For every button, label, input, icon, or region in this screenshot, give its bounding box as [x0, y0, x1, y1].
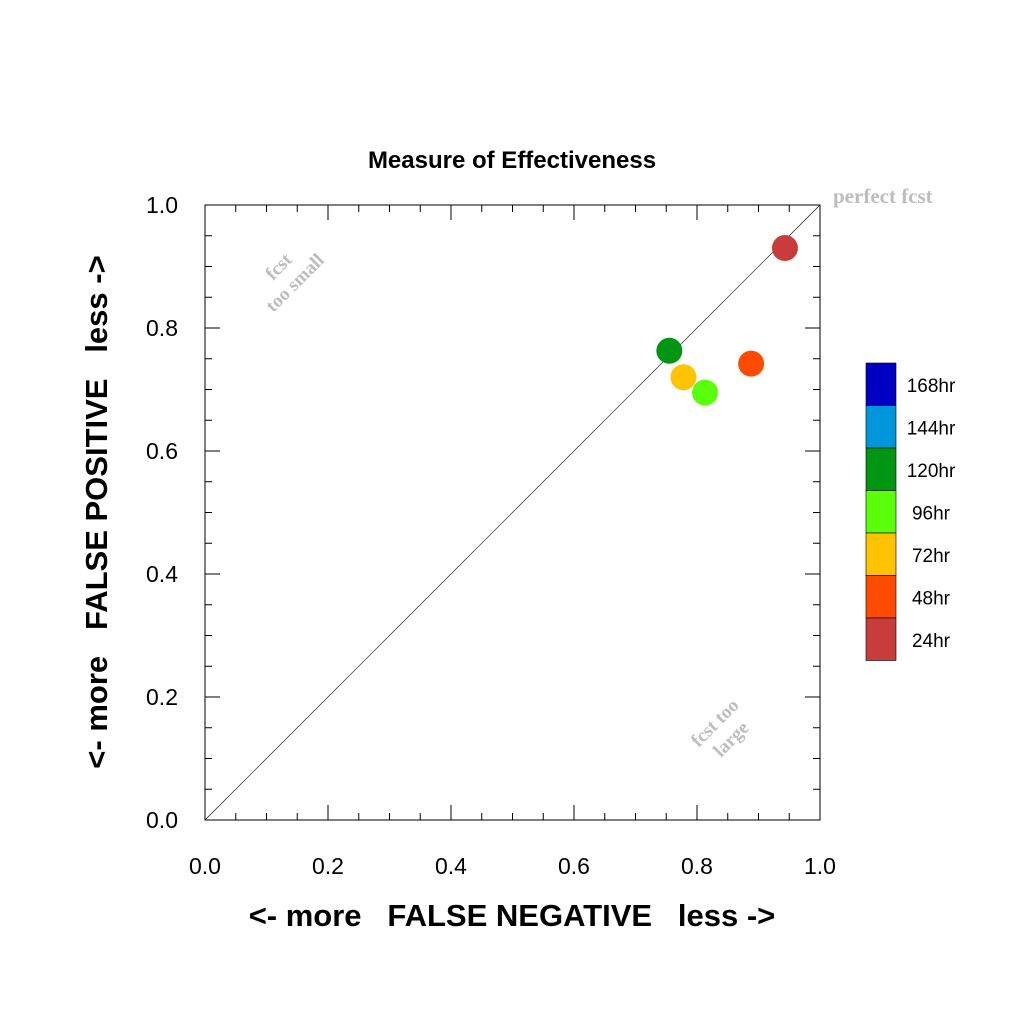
x-tick-label: 0.6 — [558, 853, 590, 879]
point-96hr — [691, 379, 718, 406]
data-points — [656, 235, 798, 406]
legend-swatch-72hr — [865, 532, 897, 576]
legend-swatch-48hr — [865, 575, 897, 619]
chart-title: Measure of Effectiveness — [368, 147, 656, 174]
legend-swatch-120hr — [865, 447, 897, 491]
tick-labels: 0.0 0.2 0.4 0.6 0.8 1.0 0.0 0.2 0.4 0.6 0.8 1.0 — [146, 192, 836, 879]
legend: 168hr 144hr 120hr 96hr 72hr 48hr 24hr — [865, 362, 956, 661]
annotation-perfect-fcst: perfect fcst — [833, 184, 933, 208]
annotation-fcst-too-small: fcst too small — [262, 249, 329, 317]
x-tick-label: 0.2 — [312, 853, 344, 879]
tick-marks — [204, 204, 821, 821]
legend-label: 24hr — [912, 631, 951, 652]
point-48hr — [738, 350, 765, 377]
point-120hr — [656, 337, 683, 364]
y-tick-label: 0.4 — [146, 561, 178, 587]
y-axis-label: <- more FALSE POSITIVE less -> — [79, 255, 114, 768]
y-tick-label: 1.0 — [146, 192, 178, 218]
legend-label: 96hr — [912, 504, 951, 525]
y-tick-label: 0.8 — [146, 315, 178, 341]
y-tick-label: 0.6 — [146, 438, 178, 464]
legend-label: 72hr — [912, 546, 951, 567]
legend-label: 120hr — [907, 461, 956, 482]
legend-label: 168hr — [907, 376, 956, 397]
x-tick-label: 0.0 — [189, 853, 221, 879]
point-24hr — [771, 235, 798, 262]
legend-swatch-96hr — [865, 490, 897, 534]
x-axis-label: <- more FALSE NEGATIVE less -> — [249, 898, 776, 933]
legend-swatch-144hr — [865, 405, 897, 449]
y-tick-label: 0.0 — [146, 807, 178, 833]
legend-swatch-168hr — [865, 362, 897, 406]
y-tick-label: 0.2 — [146, 684, 178, 710]
x-tick-label: 1.0 — [804, 853, 836, 879]
legend-swatch-24hr — [865, 617, 897, 661]
x-tick-label: 0.8 — [681, 853, 713, 879]
annotation-fcst-too-large: fcst too large — [687, 695, 753, 761]
point-72hr — [670, 364, 697, 391]
legend-label: 48hr — [912, 589, 951, 610]
legend-label: 144hr — [907, 419, 956, 440]
reference-diagonal-line — [204, 204, 821, 821]
x-tick-label: 0.4 — [435, 853, 467, 879]
